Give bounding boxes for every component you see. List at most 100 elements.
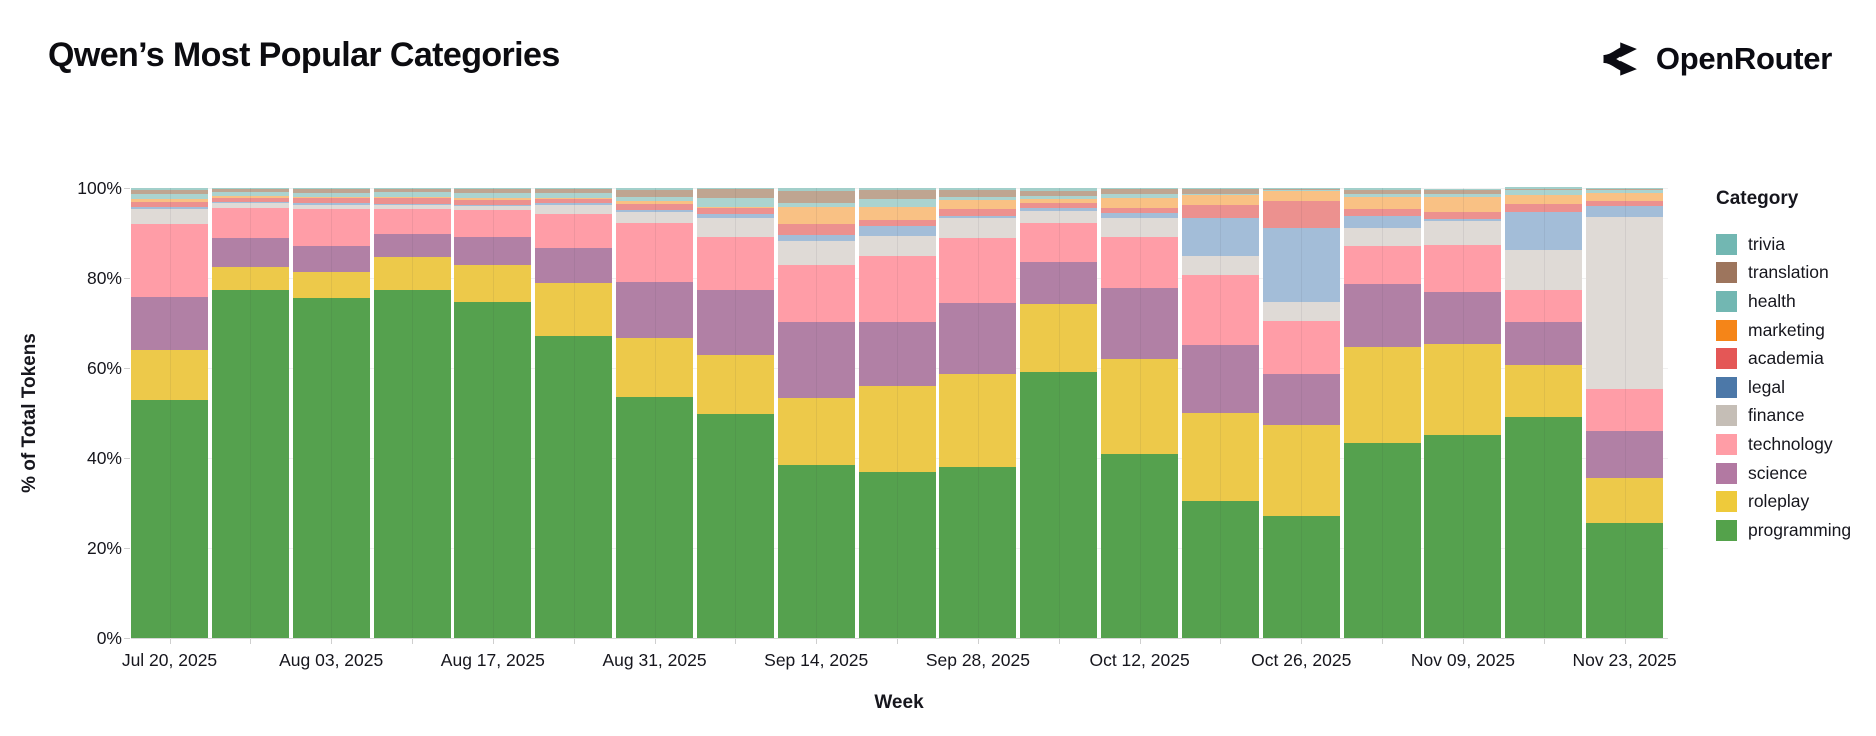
y-tick-mark: [124, 188, 130, 189]
segment-trivia: [373, 188, 451, 190]
x-tick-mark: [1543, 639, 1545, 644]
segment-health: [1586, 189, 1664, 194]
segment-technology: [1424, 245, 1502, 292]
segment-roleplay: [535, 283, 613, 336]
segment-trivia: [1020, 188, 1098, 191]
segment-science: [1262, 374, 1340, 426]
segment-trivia: [535, 188, 613, 190]
legend-item-roleplay[interactable]: roleplay: [1716, 487, 1874, 516]
segment-health: [1343, 193, 1421, 198]
segment-finance: [131, 209, 208, 225]
segment-translation: [1343, 189, 1421, 194]
segment-programming: [1586, 522, 1664, 638]
bar-nov-02-2025: [1343, 188, 1421, 638]
segment-roleplay: [696, 355, 774, 415]
legend-item-academia[interactable]: academia: [1716, 344, 1874, 373]
legend-item-legal[interactable]: legal: [1716, 373, 1874, 402]
segment-marketing: [292, 196, 370, 199]
y-tick-label: 60%: [86, 358, 122, 378]
segment-technology: [777, 264, 855, 323]
segment-technology: [1505, 290, 1583, 323]
legend-item-marketing[interactable]: marketing: [1716, 316, 1874, 345]
x-tick-mark: [735, 639, 737, 644]
segment-finance: [1020, 210, 1098, 223]
segment-legal: [777, 234, 855, 241]
x-tick-mark: [1058, 639, 1060, 644]
segment-health: [1101, 194, 1179, 198]
x-tick-mark: [250, 639, 252, 644]
segment-marketing: [777, 206, 855, 225]
segment-technology: [1101, 237, 1179, 288]
legend-swatch-academia: [1716, 348, 1737, 370]
segment-trivia: [1343, 188, 1421, 190]
bar-nov-09-2025: [1424, 189, 1502, 638]
y-tick-label: 20%: [86, 538, 122, 558]
segment-marketing: [1343, 197, 1421, 209]
segment-translation: [1505, 188, 1583, 191]
x-tick-label: Nov 23, 2025: [1572, 650, 1677, 670]
segment-roleplay: [1020, 304, 1098, 373]
legend-item-finance[interactable]: finance: [1716, 402, 1874, 431]
legend-swatch-science: [1716, 462, 1737, 484]
y-tick-label: 0%: [96, 628, 122, 648]
segment-translation: [131, 189, 208, 195]
segment-science: [211, 237, 289, 267]
segment-trivia: [616, 188, 694, 191]
segment-programming: [1020, 372, 1098, 638]
segment-programming: [1424, 435, 1502, 638]
x-tick-mark: [492, 639, 494, 644]
segment-health: [1505, 190, 1583, 195]
segment-science: [1181, 345, 1259, 414]
segment-roleplay: [939, 373, 1017, 467]
segment-finance: [1262, 301, 1340, 321]
legend-item-translation[interactable]: translation: [1716, 259, 1874, 288]
segment-health: [939, 197, 1017, 201]
segment-health: [616, 196, 694, 201]
segment-roleplay: [858, 386, 936, 472]
segment-programming: [1101, 454, 1179, 638]
y-tick-label: 100%: [77, 178, 122, 198]
legend-swatch-technology: [1716, 433, 1737, 455]
legend-item-technology[interactable]: technology: [1716, 430, 1874, 459]
legend-item-health[interactable]: health: [1716, 287, 1874, 316]
bar-sep-14-2025: [777, 188, 855, 638]
segment-science: [939, 303, 1017, 374]
openrouter-logo[interactable]: OpenRouter: [1601, 38, 1832, 80]
segment-roleplay: [777, 397, 855, 465]
segment-roleplay: [292, 272, 370, 299]
segment-technology: [454, 209, 532, 238]
segment-health: [858, 198, 936, 207]
segment-science: [454, 237, 532, 265]
segment-technology: [1020, 222, 1098, 262]
segment-marketing: [1505, 194, 1583, 204]
legend-item-programming[interactable]: programming: [1716, 516, 1874, 545]
segment-roleplay: [1586, 478, 1664, 523]
bar-aug-17-2025: [454, 188, 532, 638]
segment-marketing: [1181, 195, 1259, 205]
x-tick-mark: [977, 639, 979, 644]
segment-marketing: [1424, 197, 1502, 212]
segment-legal: [292, 203, 370, 205]
x-tick-mark: [1220, 639, 1222, 644]
segment-roleplay: [616, 337, 694, 397]
segment-translation: [858, 189, 936, 199]
bar-sep-28-2025: [939, 188, 1017, 638]
legend-item-science[interactable]: science: [1716, 459, 1874, 488]
x-tick-mark: [573, 639, 575, 644]
segment-finance: [858, 235, 936, 256]
segment-legal: [1343, 216, 1421, 228]
segment-programming: [939, 467, 1017, 638]
segment-technology: [939, 237, 1017, 304]
segment-roleplay: [1181, 413, 1259, 501]
legend-item-trivia[interactable]: trivia: [1716, 230, 1874, 259]
segment-technology: [616, 222, 694, 282]
segment-legal: [535, 202, 613, 205]
brand-name: OpenRouter: [1655, 41, 1832, 76]
segment-marketing: [373, 196, 451, 199]
segment-science: [1343, 283, 1421, 348]
segment-programming: [454, 302, 532, 638]
bar-aug-10-2025: [373, 188, 451, 638]
segment-marketing: [939, 200, 1017, 209]
segment-finance: [1586, 216, 1664, 390]
y-tick-mark: [124, 638, 130, 639]
